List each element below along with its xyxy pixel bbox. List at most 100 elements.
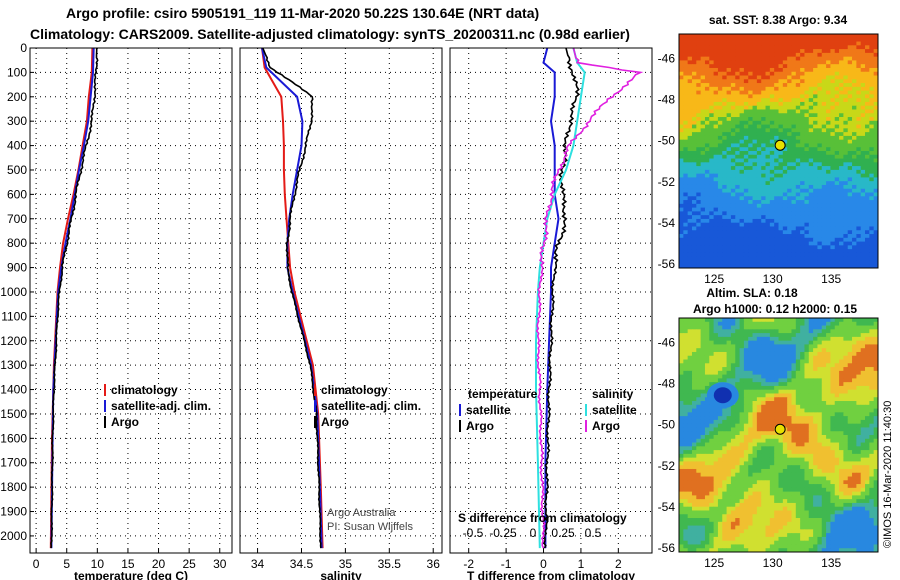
map-cell	[756, 45, 762, 50]
map-cell	[709, 318, 715, 323]
map-cell	[756, 401, 762, 406]
map-cell	[748, 67, 753, 73]
map-cell	[834, 397, 840, 402]
map-cell	[873, 207, 879, 212]
map-cell	[834, 34, 840, 39]
map-cell	[839, 457, 844, 462]
map-cell	[795, 374, 801, 379]
map-cell	[774, 135, 779, 141]
map-cell	[865, 329, 870, 334]
map-cell	[696, 416, 702, 421]
map-cell	[683, 83, 689, 88]
map-cell	[700, 169, 706, 175]
map-cell	[817, 75, 823, 80]
map-cell	[791, 431, 797, 436]
map-cell	[713, 355, 719, 360]
map-cell	[756, 222, 762, 227]
map-cell	[791, 67, 797, 73]
map-cell	[821, 192, 827, 197]
map-cell	[691, 139, 697, 144]
map-cell	[696, 237, 702, 242]
map-cell	[691, 154, 697, 159]
map-cell	[782, 404, 788, 409]
map-cell	[813, 83, 818, 88]
map-cell	[865, 218, 870, 224]
map-cell	[709, 226, 715, 231]
map-cell	[852, 237, 857, 242]
map-cell	[839, 363, 844, 368]
map-cell	[873, 344, 879, 349]
map-cell	[830, 71, 836, 76]
map-cell	[756, 370, 762, 376]
map-cell	[800, 393, 805, 398]
map-cell	[782, 260, 788, 265]
map-cell	[847, 344, 853, 349]
map-cell	[748, 113, 753, 118]
map-cell	[709, 98, 715, 103]
map-cell	[717, 117, 723, 122]
map-cell	[761, 363, 766, 368]
map-cell	[873, 435, 879, 440]
map-cell	[787, 453, 792, 459]
map-cell	[687, 442, 693, 447]
map-cell	[700, 374, 706, 379]
map-cell	[691, 71, 697, 76]
map-cell	[717, 64, 723, 69]
map-cell	[696, 453, 702, 459]
map-cell	[739, 105, 745, 110]
map-cell	[704, 230, 710, 235]
map-cell	[826, 367, 831, 372]
map-cell	[752, 60, 758, 65]
map-cell	[730, 457, 736, 462]
map-cell	[778, 113, 784, 118]
map-cell	[852, 374, 857, 379]
map-cell	[730, 404, 736, 409]
map-cell	[856, 139, 862, 144]
map-cell	[808, 249, 814, 254]
map-cell	[726, 67, 732, 73]
map-cell	[704, 90, 710, 95]
map-cell	[679, 143, 684, 148]
map-cell	[791, 173, 797, 178]
map-cell	[795, 329, 801, 334]
map-cell	[726, 184, 732, 190]
map-cell	[691, 325, 697, 330]
map-cell	[756, 158, 762, 163]
map-cell	[761, 367, 766, 372]
map-cell	[826, 427, 831, 432]
map-cell	[717, 378, 723, 383]
map-cell	[787, 151, 792, 156]
map-cell	[735, 200, 740, 205]
map-cell	[730, 151, 736, 156]
map-cell	[774, 120, 779, 125]
map-cell	[696, 431, 702, 436]
map-cell	[679, 34, 684, 39]
map-cell	[860, 49, 866, 54]
map-cell	[856, 419, 862, 425]
map-cell	[813, 37, 818, 42]
map-cell	[795, 207, 801, 212]
map-cell	[700, 49, 706, 54]
map-cell	[834, 435, 840, 440]
map-cell	[826, 75, 831, 80]
map-cell	[826, 416, 831, 421]
map-cell	[808, 162, 814, 167]
map-cell	[735, 318, 740, 323]
map-cell	[869, 355, 875, 360]
map-cell	[735, 109, 740, 114]
map-cell	[821, 41, 827, 46]
map-cell	[821, 359, 827, 364]
map-cell	[683, 135, 689, 141]
map-cell	[722, 34, 727, 39]
map-cell	[774, 450, 779, 455]
map-cell	[839, 427, 844, 432]
map-cell	[709, 143, 715, 148]
map-cell	[813, 128, 818, 133]
map-cell	[800, 94, 805, 99]
map-cell	[808, 367, 814, 372]
map-cell	[852, 173, 857, 178]
map-cell	[847, 472, 853, 477]
map-cell	[873, 412, 879, 417]
map-cell	[713, 109, 719, 114]
map-cell	[679, 355, 684, 360]
